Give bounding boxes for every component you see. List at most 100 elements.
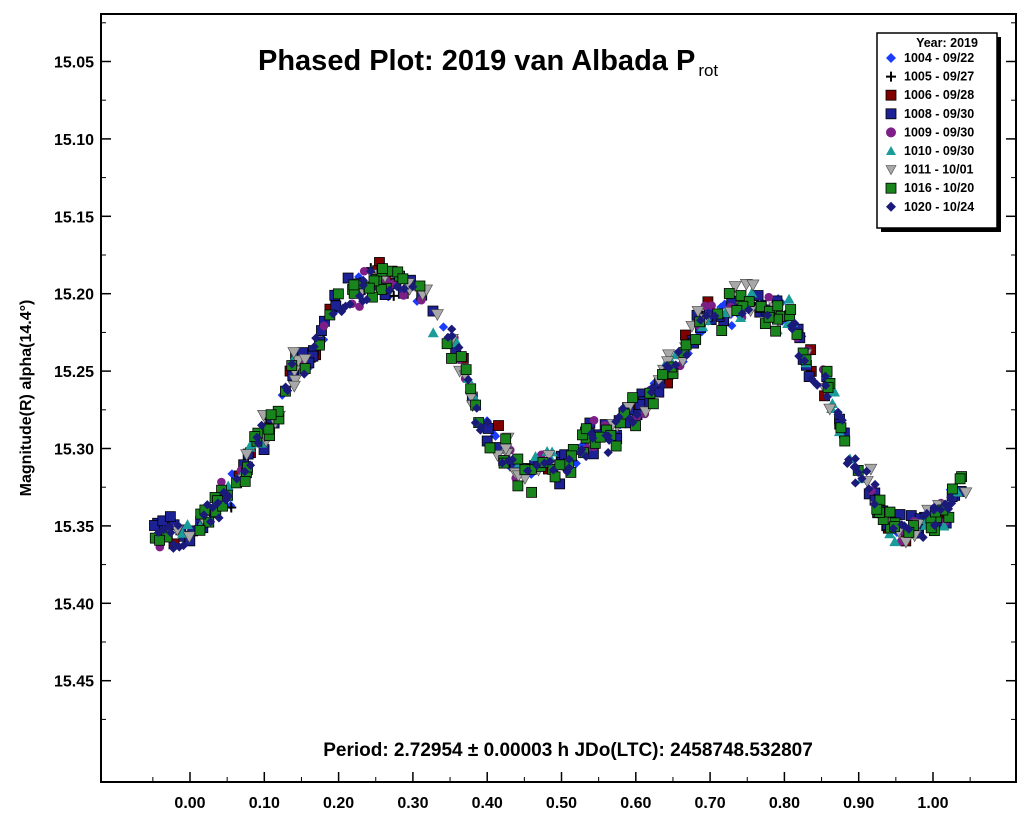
data-point	[454, 342, 464, 353]
x-tick-label: 0.10	[249, 795, 280, 812]
data-point	[564, 454, 574, 464]
data-point	[164, 511, 176, 523]
data-point	[959, 487, 973, 500]
data-point	[690, 334, 702, 345]
data-point	[526, 486, 538, 498]
data-point	[202, 500, 212, 510]
period-annotation: Period: 2.72954 ± 0.00003 h JDo(LTC): 24…	[323, 740, 813, 761]
data-point	[338, 303, 348, 313]
data-point	[899, 521, 909, 531]
data-point	[232, 474, 242, 484]
data-point	[328, 309, 338, 319]
data-point	[787, 324, 797, 334]
x-tick-label: 0.80	[769, 795, 800, 812]
legend-label: 1005 - 09/27	[904, 70, 974, 84]
x-tick-label: 0.60	[620, 795, 651, 812]
data-point	[695, 315, 706, 325]
data-point	[253, 438, 263, 448]
data-point	[943, 504, 954, 514]
data-point	[299, 369, 309, 379]
data-point	[938, 520, 950, 531]
data-point	[746, 279, 760, 292]
legend-item: 1020 - 10/24	[886, 200, 974, 214]
legend-item: 1009 - 09/30	[886, 125, 974, 139]
y-tick-label: 15.15	[54, 209, 94, 226]
data-point	[219, 487, 229, 497]
legend-label: 1008 - 09/30	[904, 107, 974, 121]
x-tick-label: 0.50	[546, 795, 577, 812]
data-point	[399, 291, 408, 300]
data-point	[298, 354, 312, 366]
data-point	[493, 420, 504, 431]
data-point	[205, 517, 216, 527]
y-tick-label: 15.10	[54, 132, 94, 149]
legend-marker	[885, 108, 897, 120]
data-point	[427, 327, 439, 338]
data-point	[603, 447, 613, 458]
data-point	[701, 310, 712, 321]
plot-frame	[100, 13, 1017, 783]
data-point	[252, 432, 262, 442]
data-point	[362, 295, 372, 305]
data-point	[182, 519, 194, 529]
data-point	[465, 383, 477, 395]
chart-title-subscript: rot	[698, 61, 718, 80]
data-point	[287, 347, 301, 359]
data-point	[358, 275, 368, 286]
data-point	[512, 480, 524, 492]
legend: Year: 2019 1004 - 09/22 1005 - 09/27 1006 …	[876, 32, 1001, 232]
data-point	[918, 532, 928, 542]
data-point	[542, 450, 556, 463]
data-point	[647, 382, 658, 393]
axis-ticks: 0.00 0.10 0.20 0.30 0.40 0.50 0.60 0.70 0.80 0.90…	[54, 22, 1016, 812]
data-point	[691, 306, 705, 318]
data-point	[673, 347, 684, 357]
data-point	[355, 291, 365, 301]
data-point	[680, 339, 692, 351]
data-point	[287, 380, 301, 393]
data-point	[199, 510, 209, 520]
legend-item: 1005 - 09/27	[886, 70, 974, 84]
data-point	[954, 473, 966, 485]
data-point	[861, 466, 872, 476]
data-point	[174, 542, 184, 552]
data-point	[946, 492, 956, 502]
data-point	[929, 505, 939, 515]
data-point	[820, 371, 830, 381]
data-point	[799, 356, 810, 366]
legend-marker	[886, 127, 896, 138]
data-point	[746, 287, 758, 298]
data-point	[166, 528, 176, 538]
data-point	[217, 477, 226, 487]
data-point	[240, 449, 254, 462]
data-point	[580, 423, 592, 435]
data-point	[366, 266, 376, 276]
data-point	[737, 308, 747, 319]
data-point	[256, 420, 267, 430]
data-point	[791, 328, 803, 340]
legend-items: 1004 - 09/22 1005 - 09/27 1006 - 09/28 1008…	[885, 51, 974, 214]
data-point	[918, 511, 928, 521]
x-tick-label: 0.20	[323, 795, 354, 812]
data-point	[936, 505, 946, 515]
data-point	[857, 474, 867, 484]
data-point	[808, 376, 818, 386]
data-point	[764, 292, 774, 302]
series-1006	[161, 257, 946, 550]
data-point	[539, 458, 550, 468]
data-point	[280, 382, 291, 392]
data-point	[412, 296, 422, 306]
data-point	[772, 300, 784, 312]
data-point	[545, 456, 555, 467]
y-tick-label: 15.40	[54, 596, 94, 613]
x-tick-label: 0.70	[695, 795, 726, 812]
data-point	[239, 476, 251, 487]
data-point	[710, 311, 720, 321]
data-point	[647, 398, 659, 410]
data-point	[455, 351, 467, 363]
legend-marker	[886, 146, 896, 155]
data-point	[716, 325, 728, 336]
legend-marker	[885, 165, 897, 176]
data-point	[554, 459, 566, 471]
